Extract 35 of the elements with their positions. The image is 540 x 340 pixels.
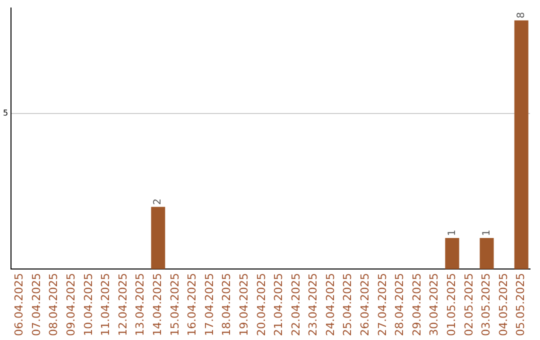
x-tick-label: 26.04.2025: [358, 273, 372, 336]
x-tick-label: 14.04.2025: [150, 273, 164, 336]
x-tick-label: 27.04.2025: [376, 273, 389, 336]
x-tick-label: 28.04.2025: [393, 273, 406, 336]
x-tick-label: 24.04.2025: [324, 273, 337, 336]
data-label: 8: [516, 12, 527, 18]
x-tick-label: 20.04.2025: [254, 273, 268, 336]
x-tick-label: 18.04.2025: [220, 273, 234, 336]
data-label: 1: [446, 230, 458, 236]
x-tick-label: 30.04.2025: [428, 273, 441, 336]
x-tick-label: 01.05.2025: [445, 273, 458, 336]
x-tick-label: 06.04.2025: [12, 273, 26, 336]
x-tick-label: 09.04.2025: [64, 273, 78, 336]
x-tick-label: 17.04.2025: [202, 273, 216, 336]
x-tick-label: 02.05.2025: [462, 273, 476, 336]
x-tick-label: 04.05.2025: [496, 273, 510, 336]
x-tick-label: 19.04.2025: [237, 273, 250, 336]
x-tick-label: 12.04.2025: [116, 273, 130, 336]
data-label: 1: [481, 230, 492, 236]
x-tick-label: 21.04.2025: [272, 273, 286, 336]
x-tick-label: 10.04.2025: [82, 273, 95, 336]
y-tick-label: 5: [2, 108, 8, 118]
x-tick-label: 25.04.2025: [341, 273, 354, 336]
x-tick-label: 29.04.2025: [410, 273, 424, 336]
x-tick-label: 16.04.2025: [186, 273, 199, 336]
x-tick-label: 23.04.2025: [306, 273, 320, 336]
x-tick-label: 07.04.2025: [30, 273, 43, 336]
x-tick-label: 05.05.2025: [514, 273, 528, 336]
x-tick-label: 22.04.2025: [289, 273, 302, 336]
x-tick-label: 03.05.2025: [480, 273, 493, 336]
data-label: 2: [152, 198, 164, 205]
x-tick-label: 15.04.2025: [168, 273, 182, 336]
x-tick-label: 11.04.2025: [99, 273, 112, 336]
x-tick-label: 13.04.2025: [134, 273, 147, 336]
x-tick-label: 08.04.2025: [47, 273, 60, 336]
